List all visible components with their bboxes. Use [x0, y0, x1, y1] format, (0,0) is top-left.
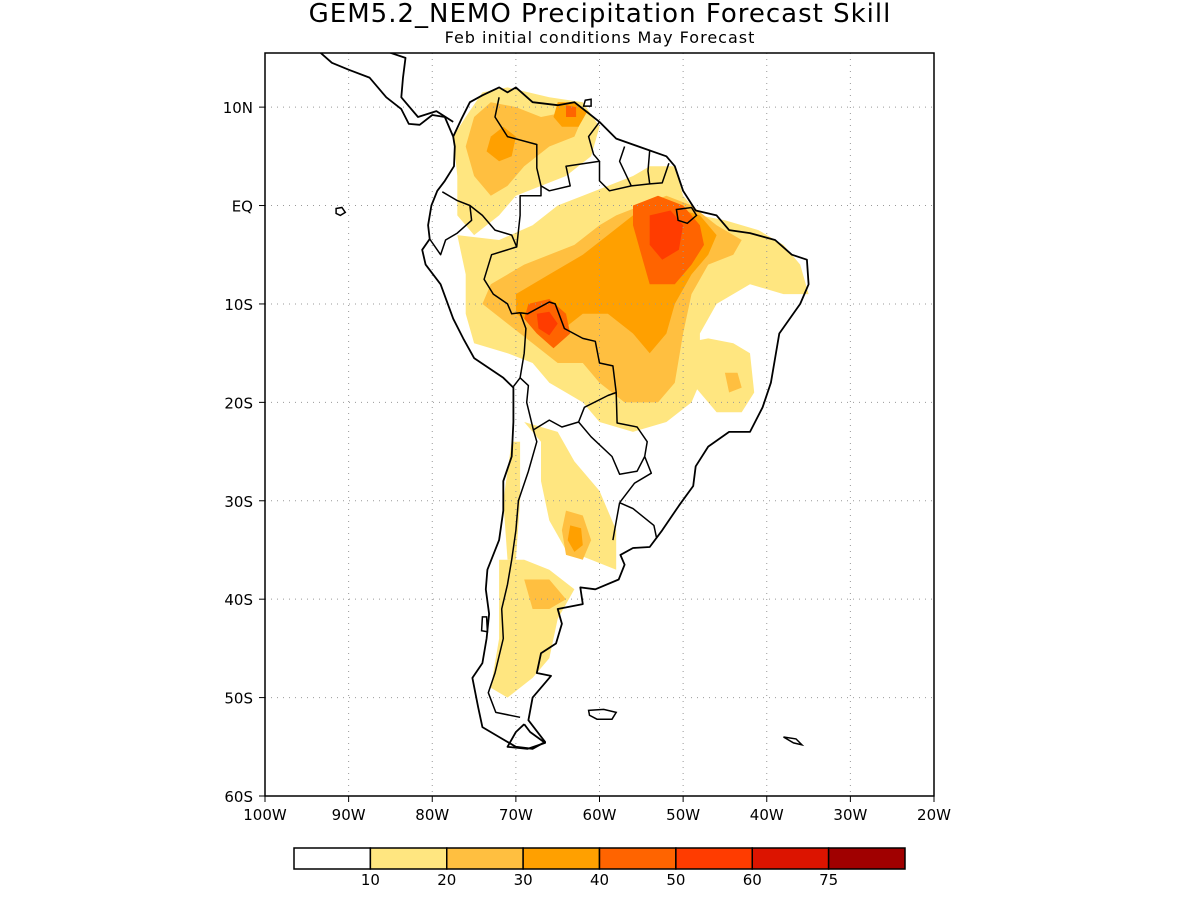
tick-label-lat: 50S	[224, 690, 253, 708]
skill-region-brazil-east-core	[724, 372, 742, 393]
coastline-south-america	[421, 86, 810, 750]
coastline-central-america	[319, 53, 455, 137]
border-bolivia	[519, 301, 617, 431]
tick-label-lon: 70W	[499, 806, 533, 824]
skill-region-brazil-east	[683, 338, 755, 413]
tick-label-lon: 40W	[750, 806, 784, 824]
colorbar-swatch	[446, 847, 524, 870]
colorbar-label: 40	[590, 871, 609, 889]
skill-region-para-peak	[649, 210, 684, 260]
border-peru-chile	[512, 377, 521, 388]
colorbar-swatch	[598, 847, 677, 870]
skill-region-argentina-north	[524, 422, 617, 570]
colorbar-swatch	[675, 847, 753, 870]
colorbar-label: 20	[437, 871, 456, 889]
tick-label-lon: 100W	[243, 806, 287, 824]
border-uruguay	[619, 502, 658, 538]
tick-label-lat: 40S	[224, 591, 253, 609]
border-argentina-brazil	[619, 456, 653, 504]
border-ecuador-peru	[429, 205, 473, 256]
colorbar-swatch	[522, 847, 601, 870]
coastline-layer	[319, 53, 810, 750]
tick-label-lat: EQ	[232, 198, 253, 216]
tick-label-lon: 90W	[332, 806, 366, 824]
island-falklands	[587, 708, 618, 720]
skill-region-colombia-max	[486, 126, 516, 162]
coastline-tierra-del-fuego	[506, 723, 546, 750]
border-argentina-river	[612, 502, 621, 541]
border-colombia-venezuela	[494, 97, 542, 187]
tick-label-lon: 80W	[415, 806, 449, 824]
colorbar-swatch	[369, 847, 448, 870]
tick-label-lat: 10N	[223, 99, 253, 117]
island-south-georgia	[783, 736, 805, 747]
colorbar: 10 20 30 40 50 60 75	[293, 847, 906, 889]
border-guyana-suriname	[618, 146, 632, 187]
tick-label-lat: 60S	[224, 788, 253, 806]
tick-label-lat: 10S	[224, 296, 253, 314]
colorbar-label: 30	[514, 871, 533, 889]
border-chile-argentina	[487, 429, 538, 719]
colorbar-swatch	[827, 847, 906, 870]
tick-label-lat: 20S	[224, 394, 253, 412]
colorbar-label: 60	[743, 871, 762, 889]
island-galapagos	[335, 206, 347, 217]
tick-label-lon: 20W	[917, 806, 951, 824]
border-colombia-south	[441, 185, 542, 248]
island-marajo	[675, 206, 698, 225]
border-peru-brazil	[483, 246, 521, 315]
chart-subtitle: Feb initial conditions May Forecast	[444, 28, 756, 47]
tick-label-lon: 50W	[666, 806, 700, 824]
island-trinidad	[582, 98, 592, 107]
skill-region-patagonia-core	[524, 579, 566, 609]
colorbar-label: 10	[361, 871, 380, 889]
colorbar-swatch	[751, 847, 830, 870]
chart-title: GEM5.2_NEMO Precipitation Forecast Skill	[308, 0, 892, 29]
colorbar-label: 50	[666, 871, 685, 889]
border-paraguay	[578, 392, 648, 475]
skill-region-argentina-max	[567, 525, 583, 552]
border-suriname-guiana	[647, 150, 651, 184]
skill-region-colombia-core	[465, 102, 583, 196]
skill-region-venezuela-peak	[566, 105, 577, 117]
axis-ticks: 100W 90W 80W 70W 60W 50W 40W 30W 20W 10N EQ 10S 20S 3…	[223, 99, 951, 824]
tick-label-lat: 30S	[224, 493, 253, 511]
coastline-caribbean-side	[388, 53, 454, 123]
border-venezuela-guyana	[540, 121, 601, 192]
tick-label-lon: 30W	[833, 806, 867, 824]
tick-label-lon: 60W	[583, 806, 617, 824]
skill-fill-layer	[453, 87, 809, 698]
skill-region-bolivia-peak	[536, 311, 558, 336]
island-chiloe	[480, 616, 489, 633]
colorbar-swatch	[293, 847, 372, 870]
colorbar-label: 75	[819, 871, 838, 889]
border-guiana-brazil	[598, 161, 670, 192]
